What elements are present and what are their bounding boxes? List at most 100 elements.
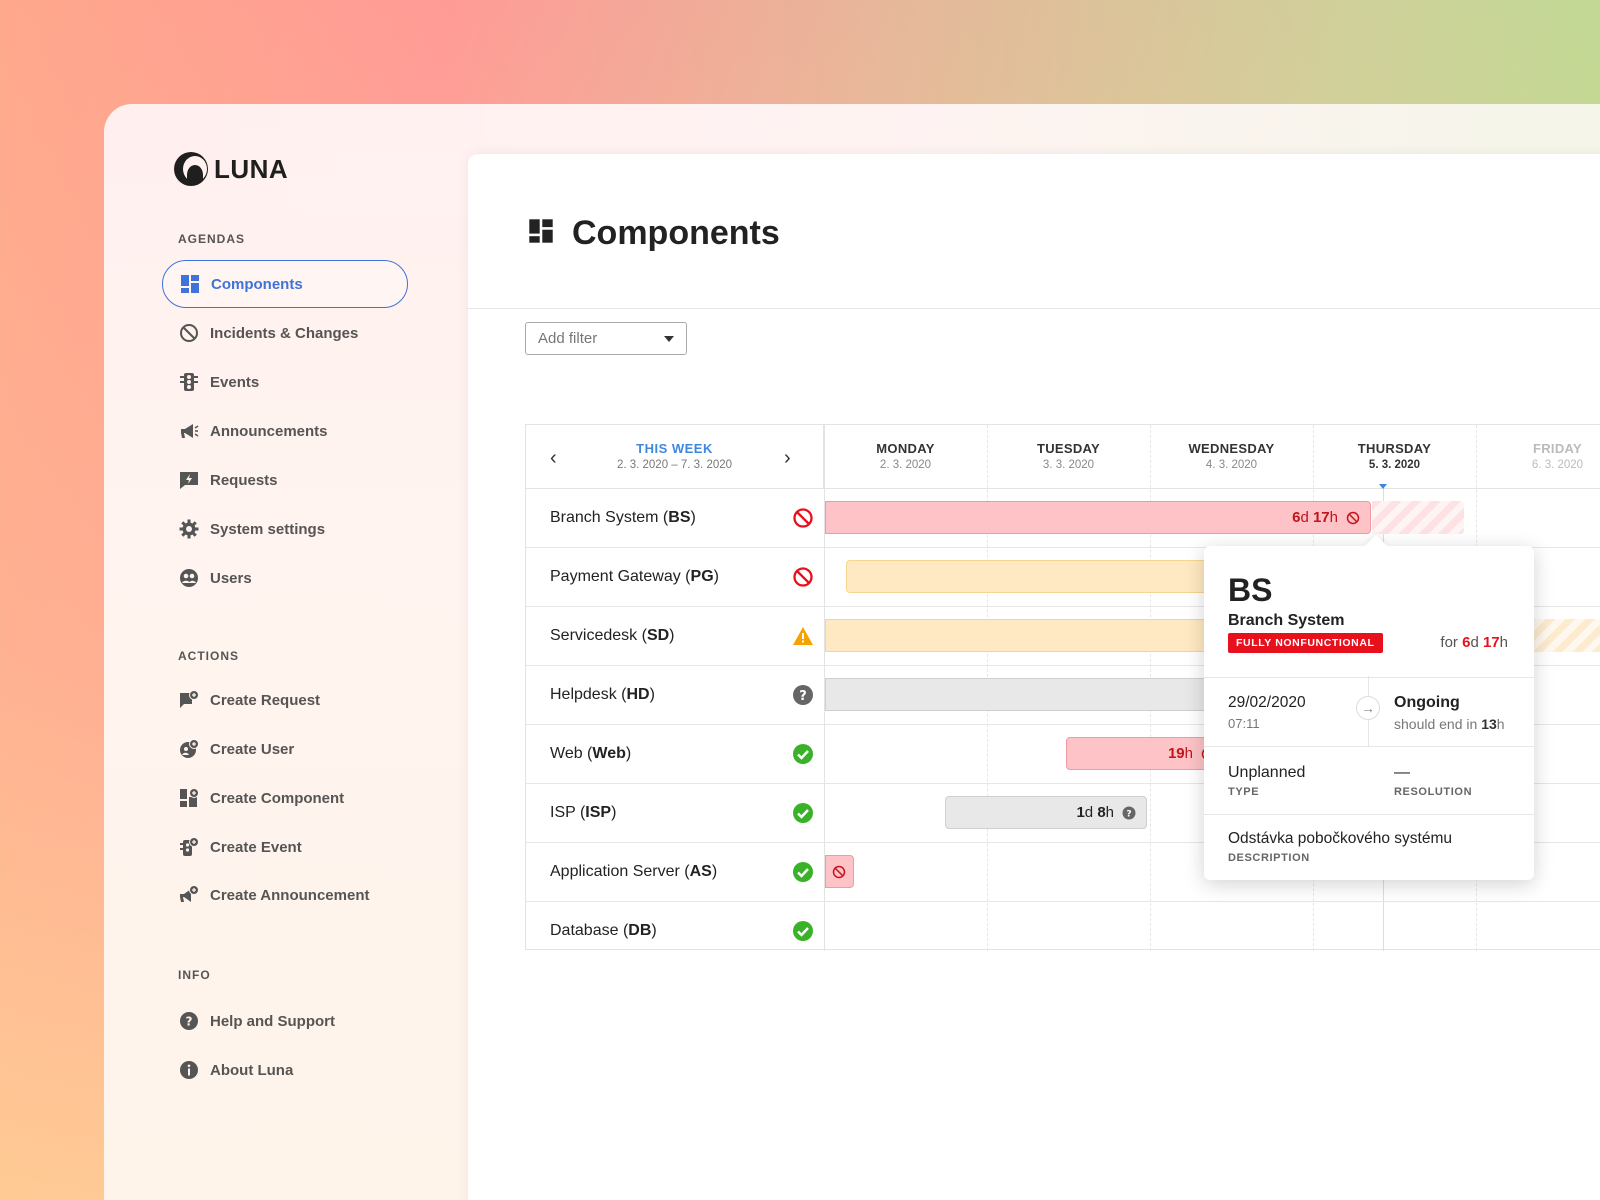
add-filter-dropdown[interactable]: Add filter (525, 322, 687, 355)
sidebar-item-label: Events (210, 373, 260, 391)
sidebar-item-requests[interactable]: Requests (162, 456, 408, 504)
timeline-header: ‹ THIS WEEK 2. 3. 2020 – 7. 3. 2020 › MO… (526, 425, 1600, 489)
status-badge: FULLY NONFUNCTIONAL (1228, 633, 1383, 653)
sidebar-item-label: Incidents & Changes (210, 324, 359, 342)
week-range: 2. 3. 2020 – 7. 3. 2020 (616, 459, 733, 471)
sidebar-item-label: System settings (210, 520, 326, 538)
popover-code: BS (1228, 572, 1273, 608)
bar-duration: 19h (1167, 745, 1193, 762)
table-row[interactable]: Servicedesk (SD) (526, 607, 1600, 666)
degradation-bar[interactable] (825, 619, 1225, 652)
sidebar-item-announcements[interactable]: Announcements (162, 407, 408, 455)
arrow-right-icon: → (1356, 696, 1380, 720)
component-name: Payment Gateway (PG) (550, 568, 719, 585)
day-header-friday: FRIDAY 6. 3. 2020 (1531, 441, 1584, 471)
description-label: DESCRIPTION (1228, 852, 1310, 864)
svg-text:?: ? (799, 689, 807, 704)
chevron-left-icon[interactable]: ‹ (550, 447, 557, 469)
table-row[interactable]: Payment Gateway (PG) (526, 548, 1600, 607)
component-name: Helpdesk (HD) (550, 686, 655, 703)
component-name: Servicedesk (SD) (550, 627, 675, 644)
app-name: LUNA (214, 153, 289, 184)
start-time: 07:11 (1228, 716, 1260, 731)
table-row[interactable]: Helpdesk (HD) ? (526, 666, 1600, 725)
component-name: Branch System (BS) (550, 509, 696, 526)
component-name: Application Server (AS) (550, 863, 718, 880)
help-support-link[interactable]: ? Help and Support (162, 997, 408, 1045)
sidebar-item-incidents-changes[interactable]: Incidents & Changes (162, 309, 408, 357)
table-row[interactable]: Database (DB) (526, 902, 1600, 961)
table-row[interactable]: Branch System (BS) 6d 17h (526, 489, 1600, 548)
sidebar-item-label: Users (210, 569, 252, 587)
sidebar-item-events[interactable]: Events (162, 358, 408, 406)
table-row[interactable]: Application Server (AS) (526, 843, 1600, 902)
sidebar-item-label: Announcements (210, 422, 328, 440)
type-value: Unplanned (1228, 764, 1306, 781)
day-header-wednesday: WEDNESDAY 4. 3. 2020 (1188, 441, 1275, 471)
create-user-button[interactable]: Create User (162, 725, 408, 773)
check-status-icon (792, 802, 814, 824)
action-label: Create Component (210, 789, 345, 807)
outage-bar[interactable]: 6d 17h (825, 501, 1371, 534)
caret-down-icon (664, 335, 674, 342)
sidebar-item-users[interactable]: Users (162, 554, 408, 602)
week-label[interactable]: THIS WEEK (636, 441, 713, 456)
unknown-status-bar[interactable] (825, 678, 1225, 711)
component-name: Database (DB) (550, 922, 657, 939)
gear-icon (178, 518, 200, 540)
sidebar-item-label: Requests (210, 471, 278, 489)
create-event-button[interactable]: Create Event (162, 823, 408, 871)
popover-name: Branch System (1228, 612, 1345, 629)
help-icon: ? (178, 1010, 200, 1032)
warning-status-icon (792, 625, 814, 647)
luna-logo[interactable]: LUNA (174, 152, 288, 186)
question-icon: ? (1122, 806, 1136, 819)
outage-bar[interactable]: 19h (1066, 737, 1226, 770)
chevron-right-icon[interactable]: › (784, 447, 791, 469)
moon-icon (174, 152, 208, 186)
sidebar-item-components[interactable]: Components (162, 260, 408, 308)
action-label: Create Announcement (210, 886, 370, 904)
table-row[interactable]: Web (Web) 19h (526, 725, 1600, 784)
filter-placeholder: Add filter (538, 330, 598, 347)
type-label: TYPE (1228, 786, 1260, 798)
info-label: About Luna (210, 1061, 294, 1079)
start-date: 29/02/2020 (1228, 694, 1306, 711)
sidebar-item-label: Components (211, 275, 303, 293)
users-icon (178, 567, 200, 589)
timeline-table: ‹ THIS WEEK 2. 3. 2020 – 7. 3. 2020 › MO… (525, 424, 1600, 951)
info-label: Help and Support (210, 1012, 335, 1030)
bar-duration: 6d 17h (1292, 509, 1338, 526)
create-request-button[interactable]: Create Request (162, 676, 408, 724)
check-status-icon (792, 861, 814, 883)
incident-state: Ongoing (1394, 694, 1460, 711)
component-name: ISP (ISP) (550, 804, 617, 821)
create-event-icon (178, 836, 200, 858)
sidebar-item-system-settings[interactable]: System settings (162, 505, 408, 553)
action-label: Create Event (210, 838, 302, 856)
traffic-light-icon (178, 371, 200, 393)
planned-degradation-bar[interactable] (1526, 619, 1600, 652)
create-announcement-icon (178, 884, 200, 906)
create-request-icon (178, 689, 200, 711)
day-header-monday: MONDAY 2. 3. 2020 (876, 441, 935, 471)
components-icon (179, 273, 201, 295)
actions-heading: ACTIONS (178, 649, 239, 663)
expected-end: should end in 13h (1394, 716, 1505, 732)
outage-bar[interactable] (825, 855, 854, 888)
unknown-status-bar[interactable]: 1d 8h ? (945, 796, 1147, 829)
degradation-bar[interactable] (846, 560, 1226, 593)
description-value: Odstávka pobočkového systému (1228, 830, 1453, 847)
table-row[interactable]: ISP (ISP) 1d 8h ? (526, 784, 1600, 843)
ban-icon (178, 322, 200, 344)
resolution-label: RESOLUTION (1394, 786, 1473, 798)
resolution-value: — (1394, 764, 1410, 781)
page-title: Components (572, 214, 780, 252)
info-heading: INFO (178, 968, 211, 982)
planned-outage-bar[interactable] (1372, 501, 1464, 534)
about-luna-link[interactable]: About Luna (162, 1046, 408, 1094)
create-announcement-button[interactable]: Create Announcement (162, 871, 408, 919)
bar-duration: 1d 8h (1076, 804, 1114, 821)
create-component-button[interactable]: Create Component (162, 774, 408, 822)
day-header-tuesday: TUESDAY 3. 3. 2020 (1036, 441, 1101, 471)
